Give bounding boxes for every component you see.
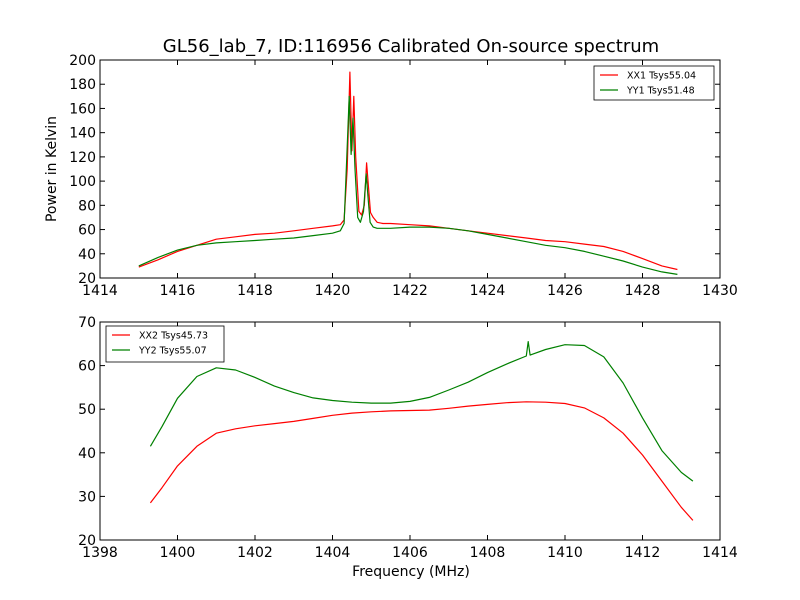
top-series-line-2 <box>138 95 678 275</box>
top-y-tick-label: 20 <box>78 271 96 287</box>
bottom-y-tick-label: 50 <box>78 402 96 418</box>
bottom-x-tick-label: 1400 <box>160 545 196 561</box>
bottom-x-tick-label: 1408 <box>470 545 506 561</box>
top-x-tick-label: 1418 <box>237 283 273 299</box>
top-y-tick-label: 200 <box>69 53 96 69</box>
top-legend-box <box>593 65 715 101</box>
bottom-x-axis-label: Frequency (MHz) <box>352 564 470 580</box>
top-y-tick-label: 120 <box>69 150 96 166</box>
top-y-tick-label: 160 <box>69 101 96 117</box>
bottom-x-tick-label: 1410 <box>547 545 583 561</box>
top-x-tick-label: 1424 <box>470 283 506 299</box>
top-x-tick-label: 1416 <box>160 283 196 299</box>
top-legend-label-2: YY1 Tsys51.48 <box>626 86 695 97</box>
top-x-tick-label: 1426 <box>547 283 583 299</box>
chart-title: GL56_lab_7, ID:116956 Calibrated On-sour… <box>163 36 659 57</box>
bottom-y-tick-label: 20 <box>78 533 96 549</box>
bottom-x-tick-label: 1398 <box>82 545 118 561</box>
bottom-series-line-2 <box>149 341 694 482</box>
bottom-y-tick-label: 60 <box>78 359 96 375</box>
bottom-y-tick-label: 30 <box>78 489 96 505</box>
bottom-x-tick-label: 1402 <box>237 545 273 561</box>
bottom-series-line-1 <box>149 401 694 521</box>
bottom-x-tick-label: 1404 <box>315 545 351 561</box>
top-y-tick-label: 180 <box>69 77 96 93</box>
bottom-legend-box <box>105 325 225 363</box>
top-plot: Power in Kelvin 1414 1416 1418 1420 1422 1424… <box>44 53 738 299</box>
top-y-tick-label: 60 <box>78 223 96 239</box>
top-x-tick-label: 1414 <box>82 283 118 299</box>
bottom-y-tick-label: 70 <box>78 315 96 331</box>
top-series-line-1 <box>138 71 678 271</box>
bottom-legend-label-1: XX2 Tsys45.73 <box>139 331 208 342</box>
top-legend-label-1: XX1 Tsys55.04 <box>627 71 696 82</box>
bottom-x-tick-label: 1414 <box>702 545 738 561</box>
top-y-axis-label: Power in Kelvin <box>44 116 60 222</box>
top-x-tick-label: 1422 <box>392 283 428 299</box>
top-y-tick-label: 40 <box>78 247 96 263</box>
top-y-tick-label: 100 <box>69 174 96 190</box>
bottom-legend-label-2: YY2 Tsys55.07 <box>138 346 207 357</box>
top-x-tick-label: 1420 <box>315 283 351 299</box>
top-y-tick-label: 80 <box>78 198 96 214</box>
bottom-y-tick-label: 40 <box>78 446 96 462</box>
bottom-plot: Frequency (MHz) 1398 1400 1402 1404 1406 1408… <box>78 315 738 580</box>
top-x-tick-label: 1430 <box>702 283 738 299</box>
top-y-tick-label: 140 <box>69 126 96 142</box>
bottom-x-tick-label: 1406 <box>392 545 428 561</box>
bottom-x-tick-label: 1412 <box>625 545 661 561</box>
top-x-tick-label: 1428 <box>625 283 661 299</box>
